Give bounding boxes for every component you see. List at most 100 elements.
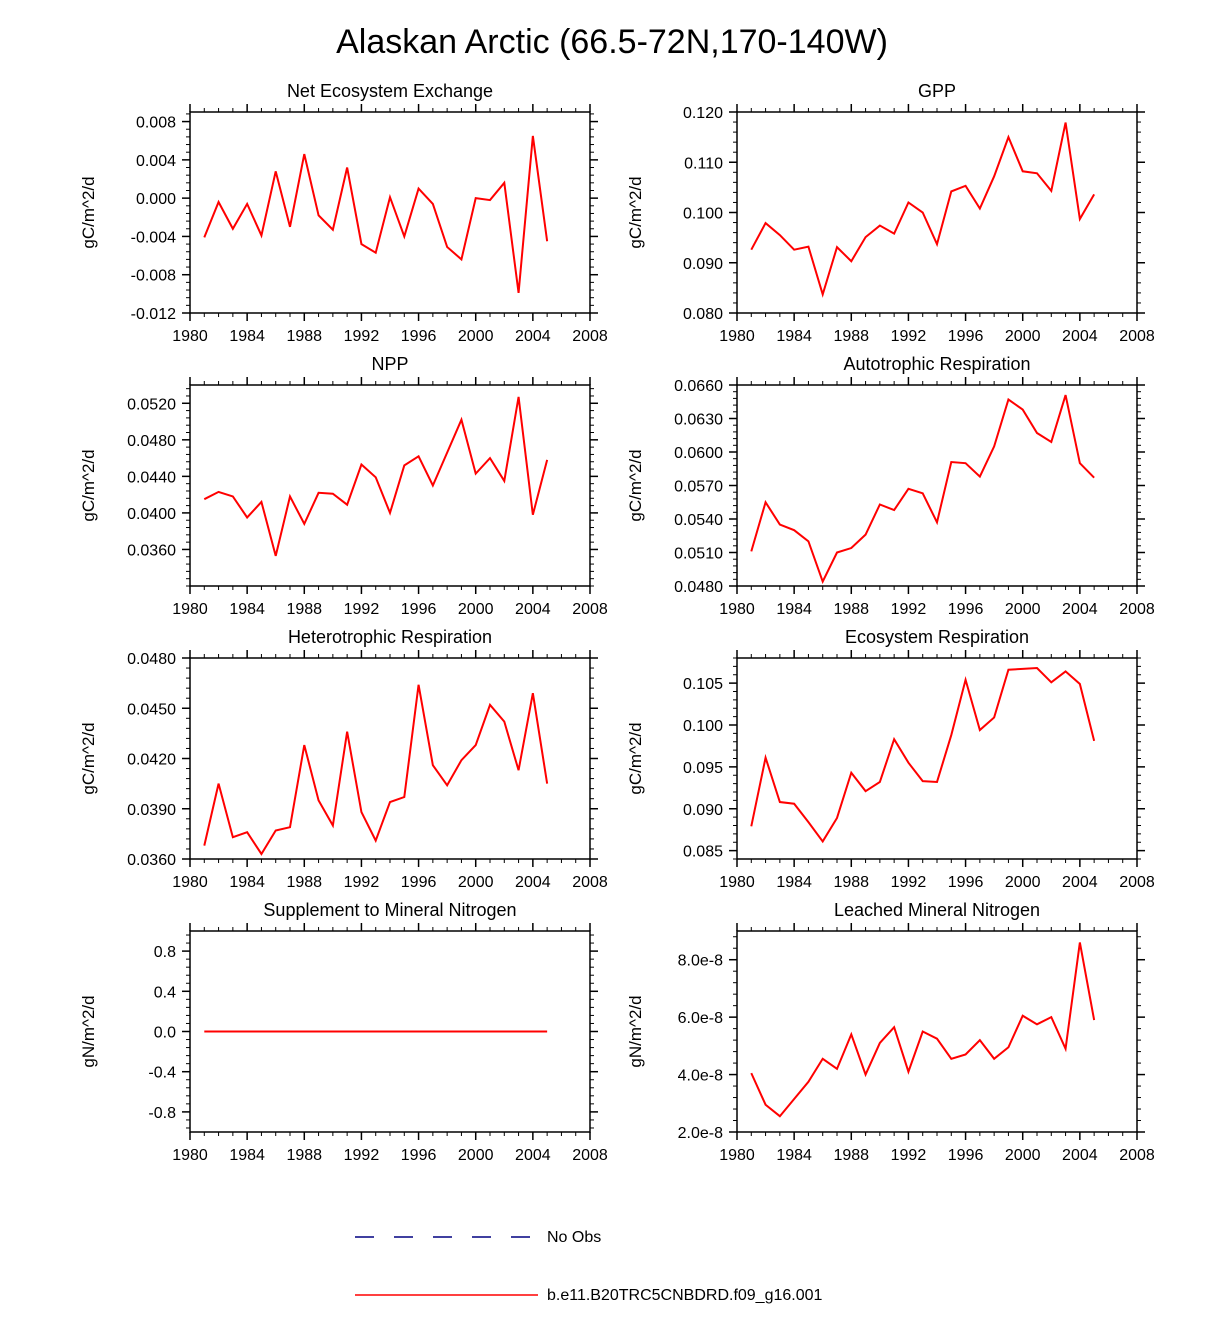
x-tick-label-gpp: 1980 bbox=[719, 328, 755, 345]
y-tick-label-ecosystem-respiration: 0.085 bbox=[683, 844, 723, 861]
x-tick-label-net-ecosystem-exchange: 1980 bbox=[172, 328, 208, 345]
x-tick-label-supplement-to-mineral-nitrogen: 1988 bbox=[286, 1147, 322, 1164]
x-tick-label-leached-mineral-nitrogen: 1992 bbox=[891, 1147, 927, 1164]
x-tick-label-supplement-to-mineral-nitrogen: 2008 bbox=[572, 1147, 608, 1164]
x-tick-label-supplement-to-mineral-nitrogen: 1992 bbox=[344, 1147, 380, 1164]
y-tick-label-net-ecosystem-exchange: 0.008 bbox=[136, 115, 176, 132]
panel-title-heterotrophic-respiration: Heterotrophic Respiration bbox=[288, 627, 492, 647]
x-tick-label-ecosystem-respiration: 1984 bbox=[776, 874, 812, 891]
y-axis-label-heterotrophic-respiration: gC/m^2/d bbox=[79, 722, 98, 794]
x-tick-label-autotrophic-respiration: 2004 bbox=[1062, 601, 1098, 618]
panel-title-net-ecosystem-exchange: Net Ecosystem Exchange bbox=[287, 81, 493, 101]
y-tick-label-npp: 0.0400 bbox=[127, 506, 176, 523]
y-tick-label-gpp: 0.100 bbox=[683, 206, 723, 223]
x-tick-label-npp: 1992 bbox=[344, 601, 380, 618]
y-tick-label-ecosystem-respiration: 0.100 bbox=[683, 718, 723, 735]
y-tick-label-autotrophic-respiration: 0.0540 bbox=[674, 512, 723, 529]
x-tick-label-gpp: 2008 bbox=[1119, 328, 1155, 345]
x-tick-label-heterotrophic-respiration: 1988 bbox=[286, 874, 322, 891]
series-line-autotrophic-respiration bbox=[750, 394, 1095, 585]
panel-title-gpp: GPP bbox=[918, 81, 956, 101]
y-tick-label-gpp: 0.120 bbox=[683, 105, 723, 122]
x-tick-label-net-ecosystem-exchange: 2004 bbox=[515, 328, 551, 345]
y-tick-label-supplement-to-mineral-nitrogen: -0.8 bbox=[148, 1105, 176, 1122]
x-tick-label-leached-mineral-nitrogen: 2004 bbox=[1062, 1147, 1098, 1164]
x-tick-label-supplement-to-mineral-nitrogen: 1980 bbox=[172, 1147, 208, 1164]
x-tick-label-ecosystem-respiration: 1992 bbox=[891, 874, 927, 891]
y-tick-label-npp: 0.0520 bbox=[127, 396, 176, 413]
y-tick-label-net-ecosystem-exchange: -0.004 bbox=[131, 229, 176, 246]
x-tick-label-gpp: 1984 bbox=[776, 328, 812, 345]
y-tick-label-autotrophic-respiration: 0.0600 bbox=[674, 445, 723, 462]
x-tick-label-supplement-to-mineral-nitrogen: 1996 bbox=[401, 1147, 437, 1164]
y-tick-label-leached-mineral-nitrogen: 2.0e-8 bbox=[678, 1125, 723, 1142]
x-tick-label-npp: 1988 bbox=[286, 601, 322, 618]
x-tick-label-npp: 1984 bbox=[229, 601, 265, 618]
x-tick-label-npp: 1980 bbox=[172, 601, 208, 618]
series-line-net-ecosystem-exchange bbox=[203, 135, 549, 294]
x-tick-label-leached-mineral-nitrogen: 1980 bbox=[719, 1147, 755, 1164]
chart-npp: NPP gC/m^2/d 1980 1984 1988 1992 1996 2000 2004 2… bbox=[79, 354, 608, 618]
x-tick-label-net-ecosystem-exchange: 1984 bbox=[229, 328, 265, 345]
y-tick-label-heterotrophic-respiration: 0.0450 bbox=[127, 701, 176, 718]
x-tick-label-ecosystem-respiration: 2008 bbox=[1119, 874, 1155, 891]
panel-title-npp: NPP bbox=[371, 354, 408, 374]
y-tick-label-leached-mineral-nitrogen: 6.0e-8 bbox=[678, 1010, 723, 1027]
x-tick-label-net-ecosystem-exchange: 1988 bbox=[286, 328, 322, 345]
x-tick-label-heterotrophic-respiration: 1996 bbox=[401, 874, 437, 891]
x-tick-label-heterotrophic-respiration: 1980 bbox=[172, 874, 208, 891]
y-tick-label-heterotrophic-respiration: 0.0390 bbox=[127, 802, 176, 819]
y-tick-label-npp: 0.0440 bbox=[127, 469, 176, 486]
x-tick-label-gpp: 2000 bbox=[1005, 328, 1041, 345]
y-tick-label-net-ecosystem-exchange: 0.004 bbox=[136, 153, 176, 170]
y-tick-label-ecosystem-respiration: 0.105 bbox=[683, 676, 723, 693]
x-tick-label-supplement-to-mineral-nitrogen: 2004 bbox=[515, 1147, 551, 1164]
series-line-npp bbox=[203, 396, 549, 557]
x-tick-label-ecosystem-respiration: 1996 bbox=[948, 874, 984, 891]
x-tick-label-autotrophic-respiration: 1984 bbox=[776, 601, 812, 618]
y-tick-label-gpp: 0.080 bbox=[683, 306, 723, 323]
y-tick-label-heterotrophic-respiration: 0.0420 bbox=[127, 752, 176, 769]
y-tick-label-supplement-to-mineral-nitrogen: -0.4 bbox=[148, 1065, 176, 1082]
x-tick-label-autotrophic-respiration: 1988 bbox=[833, 601, 869, 618]
y-axis-label-gpp: gC/m^2/d bbox=[626, 176, 645, 248]
chart-autotrophic-respiration: Autotrophic Respiration gC/m^2/d 1980 1984 1… bbox=[626, 354, 1155, 618]
y-tick-label-heterotrophic-respiration: 0.0480 bbox=[127, 651, 176, 668]
chart-heterotrophic-respiration: Heterotrophic Respiration gC/m^2/d 1980 198… bbox=[79, 627, 608, 891]
x-tick-label-heterotrophic-respiration: 2008 bbox=[572, 874, 608, 891]
y-tick-label-heterotrophic-respiration: 0.0360 bbox=[127, 852, 176, 869]
y-tick-label-gpp: 0.090 bbox=[683, 256, 723, 273]
x-tick-label-net-ecosystem-exchange: 1992 bbox=[344, 328, 380, 345]
x-tick-label-npp: 2004 bbox=[515, 601, 551, 618]
panel-title-supplement-to-mineral-nitrogen: Supplement to Mineral Nitrogen bbox=[263, 900, 516, 920]
y-tick-label-supplement-to-mineral-nitrogen: 0.4 bbox=[154, 984, 176, 1001]
legend: No Obs b.e11.B20TRC5CNBDRD.f09_g16.001 bbox=[355, 1229, 823, 1304]
x-tick-label-heterotrophic-respiration: 1992 bbox=[344, 874, 380, 891]
panels-group: Net Ecosystem Exchange gC/m^2/d 1980 1984 19… bbox=[79, 81, 1155, 1164]
x-tick-label-heterotrophic-respiration: 1984 bbox=[229, 874, 265, 891]
chart-leached-mineral-nitrogen: Leached Mineral Nitrogen gN/m^2/d 1980 1984… bbox=[626, 900, 1155, 1164]
chart-ecosystem-respiration: Ecosystem Respiration gC/m^2/d 1980 1984 198… bbox=[626, 627, 1155, 891]
y-tick-label-net-ecosystem-exchange: -0.008 bbox=[131, 268, 176, 285]
y-tick-label-supplement-to-mineral-nitrogen: 0.8 bbox=[154, 944, 176, 961]
y-tick-label-npp: 0.0360 bbox=[127, 542, 176, 559]
x-tick-label-autotrophic-respiration: 2008 bbox=[1119, 601, 1155, 618]
y-tick-label-autotrophic-respiration: 0.0570 bbox=[674, 479, 723, 496]
y-tick-label-ecosystem-respiration: 0.095 bbox=[683, 760, 723, 777]
legend-label-no-obs: No Obs bbox=[547, 1229, 601, 1246]
x-tick-label-supplement-to-mineral-nitrogen: 1984 bbox=[229, 1147, 265, 1164]
plot-frame-ecosystem-respiration bbox=[736, 657, 1138, 860]
x-tick-label-npp: 2008 bbox=[572, 601, 608, 618]
y-axis-label-ecosystem-respiration: gC/m^2/d bbox=[626, 722, 645, 794]
x-tick-label-net-ecosystem-exchange: 1996 bbox=[401, 328, 437, 345]
x-tick-label-gpp: 1988 bbox=[833, 328, 869, 345]
x-tick-label-gpp: 1992 bbox=[891, 328, 927, 345]
x-tick-label-net-ecosystem-exchange: 2008 bbox=[572, 328, 608, 345]
y-axis-label-autotrophic-respiration: gC/m^2/d bbox=[626, 449, 645, 521]
legend-label-model: b.e11.B20TRC5CNBDRD.f09_g16.001 bbox=[547, 1287, 823, 1304]
y-axis-label-supplement-to-mineral-nitrogen: gN/m^2/d bbox=[79, 995, 98, 1067]
x-tick-label-supplement-to-mineral-nitrogen: 2000 bbox=[458, 1147, 494, 1164]
plot-frame-heterotrophic-respiration bbox=[189, 657, 591, 860]
x-tick-label-net-ecosystem-exchange: 2000 bbox=[458, 328, 494, 345]
